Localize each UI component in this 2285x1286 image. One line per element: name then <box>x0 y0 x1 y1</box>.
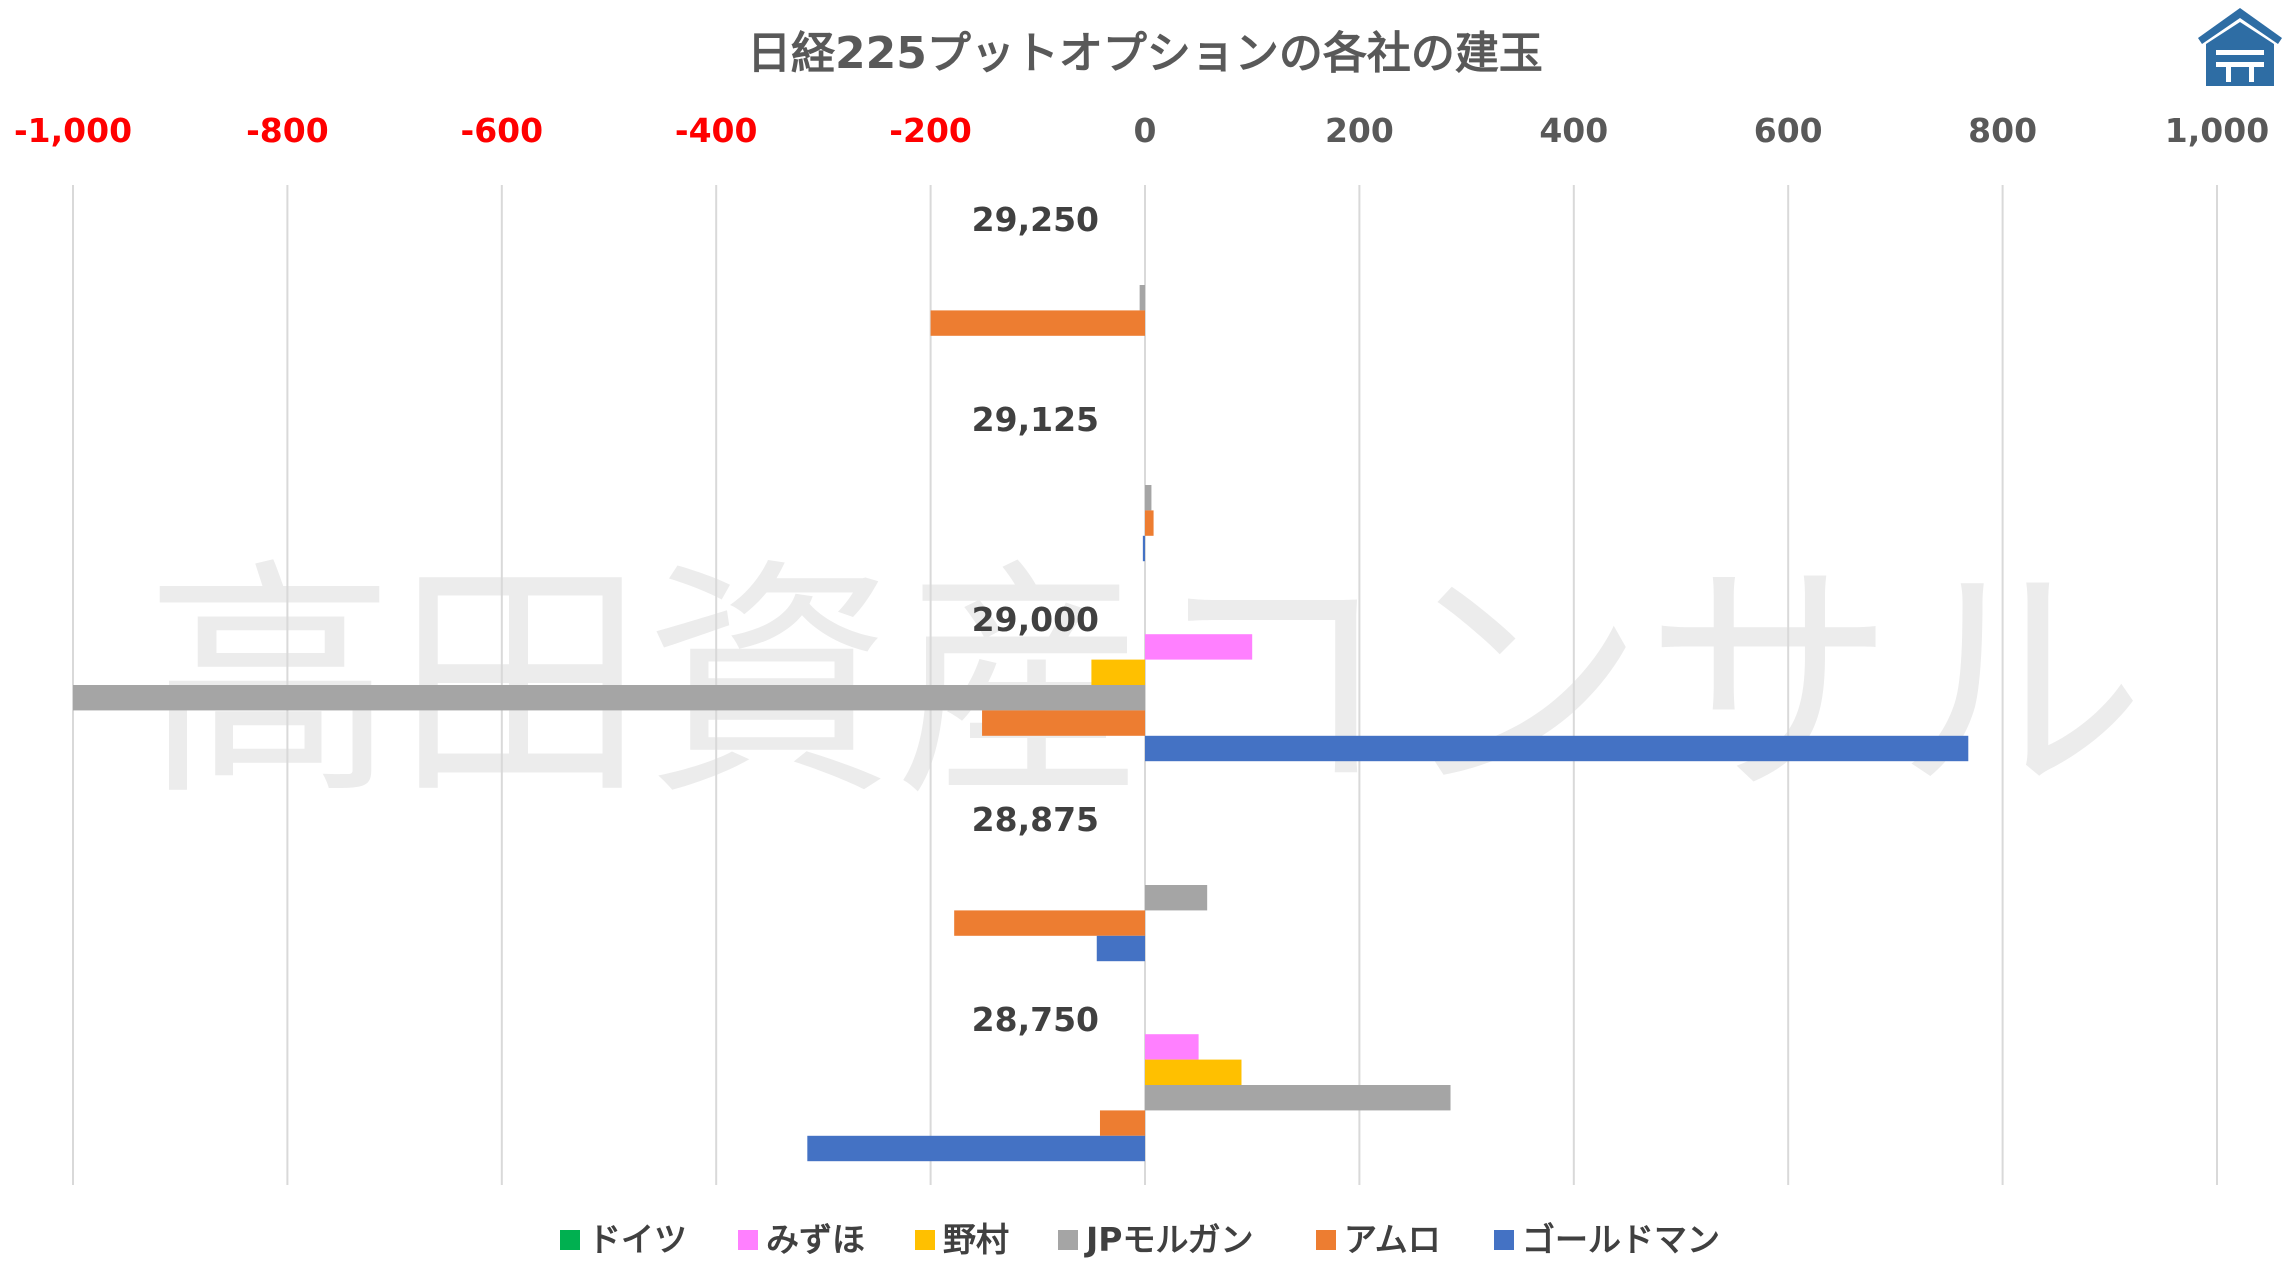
legend-label: アムロ <box>1344 1220 1441 1259</box>
x-tick-label: 600 <box>1754 111 1823 150</box>
x-tick-label: 0 <box>1134 111 1157 150</box>
bar <box>1096 935 1145 962</box>
bar <box>1145 634 1253 660</box>
legend-swatch <box>560 1230 580 1250</box>
category-label: 29,125 <box>972 400 1099 439</box>
bar <box>807 1135 1145 1162</box>
bar <box>1145 885 1208 911</box>
x-tick-label: -600 <box>461 111 544 150</box>
x-tick-label: 800 <box>1968 111 2037 150</box>
legend-label: みずほ <box>766 1220 865 1259</box>
legend-label: ドイツ <box>588 1220 687 1259</box>
x-tick-label: 400 <box>1539 111 1608 150</box>
bar <box>1145 1085 1451 1111</box>
shield-logo <box>2198 8 2282 86</box>
legend-swatch <box>738 1230 758 1250</box>
x-tick-label: -1,000 <box>14 111 132 150</box>
x-tick-labels: -1,000 -800 -600 -400 -200 0 200 400 600 800 1,000 <box>14 111 2269 150</box>
category-label: 29,250 <box>972 200 1099 239</box>
bar <box>1145 735 1969 762</box>
x-tick-label: -200 <box>889 111 972 150</box>
legend-label: JPモルガン <box>1084 1220 1253 1259</box>
bar <box>1145 485 1152 511</box>
category-labels: 29,250 29,125 29,000 28,875 28,750 <box>972 200 1099 1039</box>
bar <box>73 685 1145 711</box>
category-label: 29,000 <box>972 600 1099 639</box>
bar <box>1091 659 1145 685</box>
legend-swatch <box>1316 1230 1336 1250</box>
legend-label: ゴールドマン <box>1522 1220 1720 1259</box>
bar <box>954 910 1145 936</box>
legend-swatch <box>1058 1230 1078 1250</box>
legend-swatch <box>915 1230 935 1250</box>
legend-swatch <box>1494 1230 1514 1250</box>
x-tick-label: 200 <box>1325 111 1394 150</box>
bar <box>1145 510 1154 536</box>
bar <box>1139 285 1145 311</box>
legend-label: 野村 <box>943 1220 1009 1259</box>
category-label: 28,750 <box>972 1000 1099 1039</box>
x-tick-label: -800 <box>246 111 329 150</box>
category-label: 28,875 <box>972 800 1099 839</box>
legend: ドイツ みずほ 野村 JPモルガン アムロ ゴールドマン <box>560 1220 1720 1259</box>
bar <box>1142 535 1145 562</box>
bar <box>1099 1110 1145 1136</box>
x-tick-label: -400 <box>675 111 758 150</box>
bar <box>930 310 1145 336</box>
bar <box>1145 1034 1199 1060</box>
bars <box>73 285 1969 1162</box>
x-tick-label: 1,000 <box>2165 111 2269 150</box>
chart-title: 日経225プットオプションの各社の建玉 <box>747 28 1543 79</box>
bar <box>1145 1059 1242 1085</box>
bar <box>982 710 1145 736</box>
